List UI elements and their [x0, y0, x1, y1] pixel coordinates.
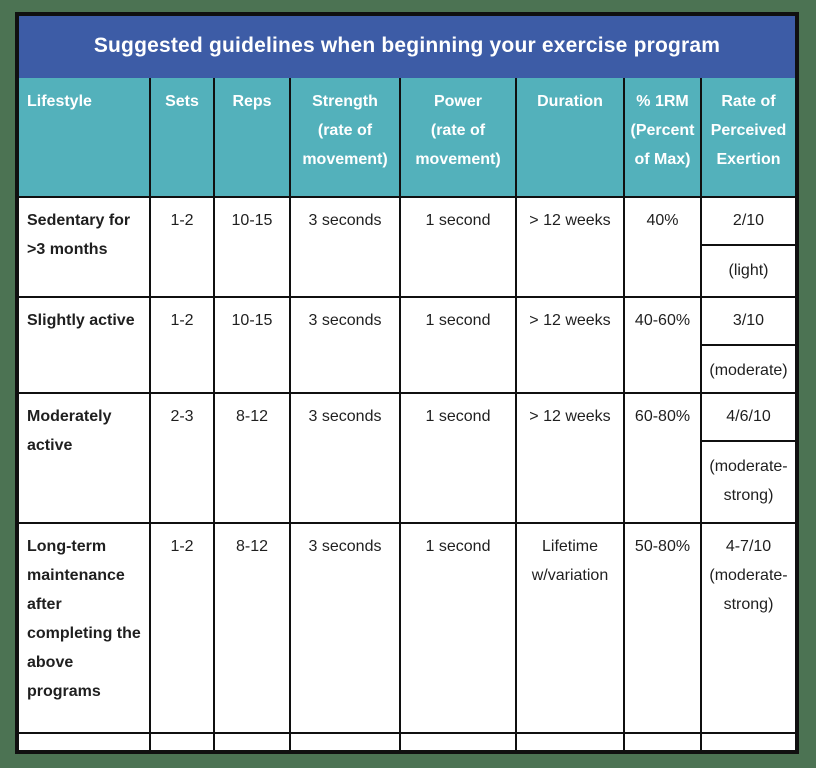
rpe-label: (moderate) — [709, 362, 788, 379]
cell-sets: 1-2 — [149, 524, 213, 732]
cell-duration: > 12 weeks — [515, 298, 623, 392]
table-row-moderately-active: Moderately active 2-3 8-12 3 seconds 1 s… — [19, 392, 795, 522]
cell-power: 1 second — [399, 394, 515, 522]
rpe-label: (moderate- strong) — [709, 458, 788, 504]
cell-strength: 3 seconds — [289, 524, 399, 732]
cell-1rm: 60-80% — [623, 394, 700, 522]
cell-strength: 3 seconds — [289, 394, 399, 522]
header-duration: Duration — [515, 78, 623, 196]
cell-empty — [623, 734, 700, 750]
table-title: Suggested guidelines when beginning your… — [19, 16, 795, 78]
cell-lifestyle: Slightly active — [27, 312, 135, 329]
cell-reps: 8-12 — [213, 524, 289, 732]
cell-rpe: 3/10 (moderate) — [700, 298, 795, 392]
guidelines-table: Suggested guidelines when beginning your… — [15, 12, 799, 754]
cell-empty — [149, 734, 213, 750]
cell-reps: 8-12 — [213, 394, 289, 522]
header-reps: Reps — [213, 78, 289, 196]
cell-power: 1 second — [399, 198, 515, 296]
header-lifestyle: Lifestyle — [27, 93, 92, 110]
header-rpe: Rate of Perceived Exertion — [700, 78, 795, 196]
cell-1rm: 40% — [623, 198, 700, 296]
rpe-value: 2/10 — [702, 198, 795, 246]
rpe-label: (light) — [728, 262, 769, 279]
cell-duration: > 12 weeks — [515, 198, 623, 296]
cell-1rm: 50-80% — [623, 524, 700, 732]
cell-power: 1 second — [399, 524, 515, 732]
cell-sets: 2-3 — [149, 394, 213, 522]
table-row-long-term: Long-term maintenance after completing t… — [19, 522, 795, 732]
cell-empty — [213, 734, 289, 750]
header-power: Power (rate of movement) — [399, 78, 515, 196]
table-row-empty — [19, 732, 795, 750]
header-sets: Sets — [149, 78, 213, 196]
table-row-sedentary: Sedentary for >3 months 1-2 10-15 3 seco… — [19, 196, 795, 296]
cell-rpe: 2/10 (light) — [700, 198, 795, 296]
cell-empty — [289, 734, 399, 750]
cell-lifestyle: Sedentary for >3 months — [27, 212, 131, 258]
cell-rpe: 4/6/10 (moderate- strong) — [700, 394, 795, 522]
cell-power: 1 second — [399, 298, 515, 392]
cell-strength: 3 seconds — [289, 198, 399, 296]
table-row-slightly-active: Slightly active 1-2 10-15 3 seconds 1 se… — [19, 296, 795, 392]
cell-empty — [700, 734, 795, 750]
header-row: Lifestyle Sets Reps Strength (rate of mo… — [19, 78, 795, 196]
cell-lifestyle: Moderately active — [27, 408, 112, 454]
cell-duration: Lifetime w/variation — [515, 524, 623, 732]
cell-1rm: 40-60% — [623, 298, 700, 392]
header-1rm: % 1RM (Percent of Max) — [623, 78, 700, 196]
cell-empty — [19, 734, 149, 750]
cell-duration: > 12 weeks — [515, 394, 623, 522]
cell-rpe: 4-7/10 (moderate- strong) — [700, 524, 795, 732]
cell-sets: 1-2 — [149, 298, 213, 392]
header-strength: Strength (rate of movement) — [289, 78, 399, 196]
cell-empty — [399, 734, 515, 750]
cell-reps: 10-15 — [213, 198, 289, 296]
cell-reps: 10-15 — [213, 298, 289, 392]
cell-sets: 1-2 — [149, 198, 213, 296]
cell-empty — [515, 734, 623, 750]
cell-lifestyle: Long-term maintenance after completing t… — [27, 538, 141, 700]
cell-strength: 3 seconds — [289, 298, 399, 392]
rpe-value: 3/10 — [702, 298, 795, 346]
rpe-value: 4/6/10 — [702, 394, 795, 442]
